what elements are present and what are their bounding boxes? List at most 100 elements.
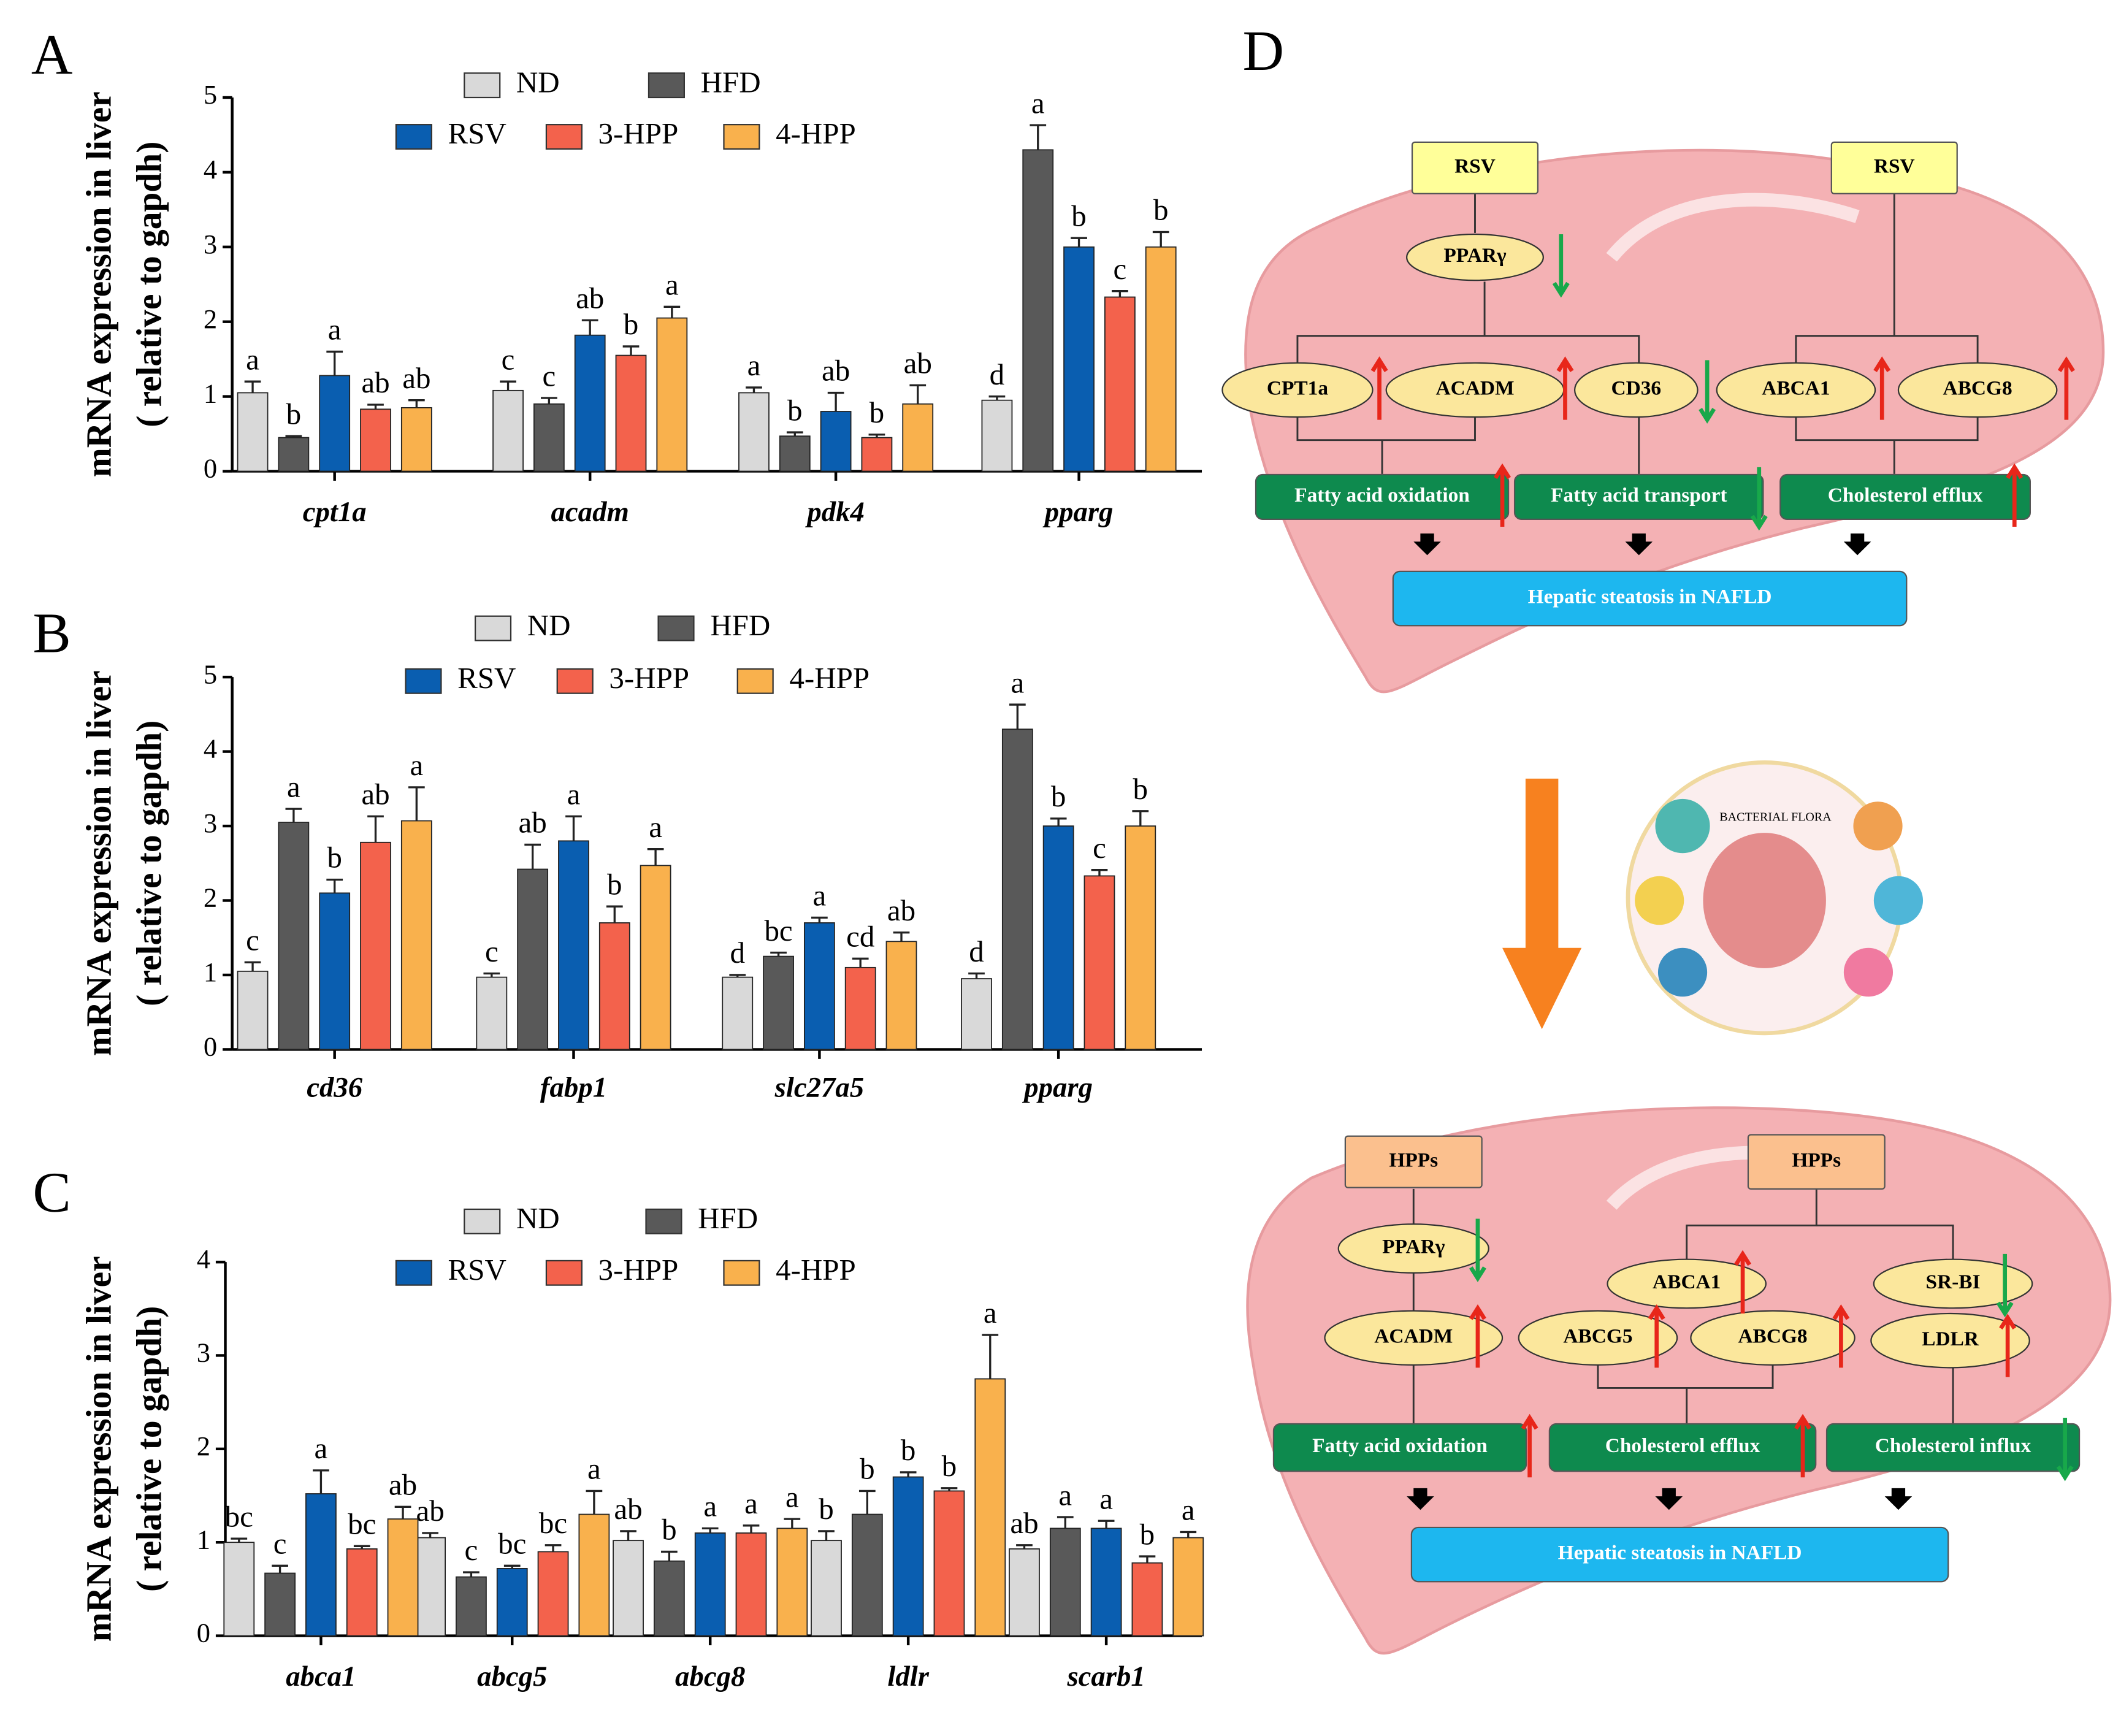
error-bar bbox=[367, 815, 384, 843]
error-bar bbox=[326, 350, 343, 376]
significance-letter: b bbox=[819, 1493, 833, 1526]
change-arrow bbox=[1552, 234, 1570, 298]
node-label: Hepatic steatosis in NAFLD bbox=[1558, 1542, 1802, 1564]
bar bbox=[1083, 875, 1115, 1050]
bar bbox=[902, 403, 934, 472]
significance-letter: b bbox=[624, 308, 638, 341]
node-label: Fatty acid oxidation bbox=[1294, 484, 1470, 507]
bar bbox=[1009, 1548, 1040, 1637]
node-shape bbox=[1513, 473, 1764, 520]
error-bar bbox=[606, 905, 623, 923]
y-tick-label: 3 bbox=[197, 1337, 210, 1368]
legend-swatch bbox=[545, 1260, 583, 1286]
change-arrow bbox=[1469, 1218, 1486, 1282]
error-bar bbox=[545, 1544, 562, 1552]
significance-letter: b bbox=[942, 1450, 957, 1483]
bar bbox=[613, 1540, 644, 1637]
significance-letter: ab bbox=[416, 1494, 444, 1528]
bar bbox=[598, 922, 630, 1050]
connector bbox=[1296, 417, 1476, 442]
significance-letter: a bbox=[747, 349, 761, 382]
x-tick-label: ldlr bbox=[887, 1661, 929, 1692]
error-bar bbox=[786, 431, 803, 437]
bar bbox=[1063, 246, 1095, 472]
y-axis-label: mRNA expression in liver bbox=[80, 91, 118, 477]
significance-letter: a bbox=[785, 1481, 799, 1514]
legend-swatch bbox=[545, 124, 583, 150]
change-arrow bbox=[1999, 1313, 2017, 1377]
node-label: CD36 bbox=[1611, 377, 1661, 400]
bar bbox=[694, 1532, 726, 1637]
change-arrow bbox=[1556, 356, 1574, 420]
node-shape bbox=[1406, 233, 1544, 281]
error-bar bbox=[565, 815, 582, 841]
error-bar bbox=[746, 386, 762, 393]
legend-swatch bbox=[645, 1208, 682, 1234]
error-bar bbox=[353, 1545, 370, 1549]
node-shape bbox=[1272, 1423, 1527, 1472]
error-bar bbox=[244, 380, 261, 393]
error-bar bbox=[982, 1334, 999, 1379]
change-arrow bbox=[1370, 356, 1388, 420]
significance-letter: ab bbox=[361, 366, 389, 399]
connector bbox=[1795, 335, 1979, 363]
significance-letter: a bbox=[246, 343, 259, 377]
x-tick-label: pdk4 bbox=[804, 497, 865, 528]
bar bbox=[961, 978, 992, 1050]
panel-label: B bbox=[32, 602, 71, 665]
legend-label: 3-HPP bbox=[598, 1253, 679, 1287]
legend-label: 4-HPP bbox=[776, 117, 856, 150]
bar bbox=[492, 389, 524, 472]
significance-letter: b bbox=[1071, 200, 1086, 233]
change-arrow bbox=[1794, 1413, 1812, 1478]
error-bar bbox=[784, 1518, 801, 1529]
significance-letter: b bbox=[1140, 1518, 1155, 1551]
significance-letter: b bbox=[1133, 773, 1148, 806]
node-label: Cholesterol efflux bbox=[1605, 1434, 1760, 1457]
node-shape bbox=[1221, 362, 1374, 418]
significance-letter: c bbox=[273, 1528, 287, 1561]
bar bbox=[360, 408, 391, 472]
down-arrow bbox=[1843, 533, 1871, 556]
y-tick-label: 4 bbox=[204, 154, 217, 185]
significance-letter: a bbox=[1011, 666, 1024, 699]
node-shape bbox=[1825, 1423, 2081, 1472]
error-bar bbox=[285, 435, 302, 438]
bar bbox=[387, 1518, 419, 1637]
significance-letter: cd bbox=[846, 920, 874, 954]
significance-letter: bc bbox=[539, 1507, 567, 1540]
significance-letter: c bbox=[1093, 832, 1106, 865]
legend-swatch bbox=[405, 668, 442, 694]
bar bbox=[400, 820, 432, 1050]
significance-letter: ab bbox=[576, 282, 604, 315]
bar bbox=[558, 840, 589, 1050]
node-label: Fatty acid transport bbox=[1551, 484, 1727, 507]
significance-letter: a bbox=[315, 1432, 328, 1465]
legend-swatch bbox=[736, 668, 774, 694]
bar bbox=[763, 955, 794, 1050]
significance-letter: b bbox=[1051, 780, 1066, 813]
bar bbox=[776, 1528, 808, 1637]
change-arrow bbox=[2057, 356, 2075, 420]
legend-swatch bbox=[474, 615, 512, 641]
node-shape bbox=[1337, 1223, 1489, 1274]
y-tick-label: 0 bbox=[197, 1618, 210, 1648]
error-bar bbox=[663, 305, 681, 318]
legend-swatch bbox=[723, 124, 760, 150]
x-tick-label: slc27a5 bbox=[774, 1072, 864, 1103]
error-bar bbox=[620, 1530, 636, 1541]
change-arrow bbox=[1648, 1304, 1665, 1368]
significance-letter: c bbox=[1114, 253, 1127, 286]
significance-letter: ab bbox=[1010, 1507, 1038, 1540]
big-arrow bbox=[1502, 778, 1582, 1030]
significance-letter: a bbox=[1182, 1494, 1195, 1527]
bar bbox=[533, 403, 565, 472]
error-bar bbox=[581, 319, 598, 335]
error-bar bbox=[1030, 124, 1047, 150]
node-shape bbox=[1607, 1258, 1767, 1309]
legend-swatch bbox=[395, 124, 432, 150]
x-tick-label: abcg8 bbox=[675, 1661, 745, 1692]
change-arrow bbox=[1832, 1304, 1850, 1368]
error-bar bbox=[743, 1524, 760, 1533]
